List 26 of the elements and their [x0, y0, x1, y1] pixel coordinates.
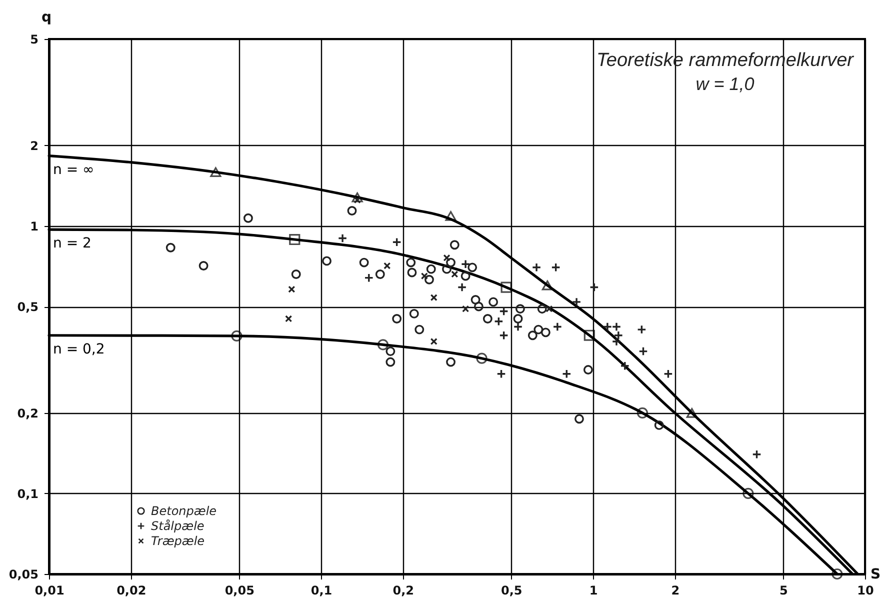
- x-tick-label: 5: [779, 584, 788, 598]
- series-label: n = 0,2: [53, 341, 105, 358]
- x-tick-label: 0,2: [392, 584, 414, 598]
- x-tick-label: 0,5: [500, 584, 522, 598]
- x-axis-title: S: [870, 566, 881, 582]
- x-tick-label: 2: [671, 584, 680, 598]
- x-tick-label: 1: [589, 584, 598, 598]
- y-axis-title: q: [41, 10, 52, 26]
- legend-label: Træpæle: [151, 534, 205, 548]
- x-tick-label: 0,05: [224, 584, 254, 598]
- y-tick-label: 1: [30, 219, 38, 234]
- x-tick-label: 0,02: [116, 584, 146, 598]
- x-tick-label: 0,01: [34, 584, 64, 598]
- y-tick-label: 0,5: [17, 300, 38, 314]
- x-tick-label: 0,1: [310, 584, 332, 598]
- x-tick-label: 10: [857, 584, 874, 598]
- series-label: n = ∞: [53, 162, 94, 178]
- legend-label: Stålpæle: [151, 519, 204, 533]
- series-label: n = 2: [53, 236, 92, 252]
- y-tick-label: 2: [30, 138, 38, 153]
- legend-label: Betonpæle: [151, 504, 217, 518]
- y-tick-label: 0,2: [17, 406, 38, 420]
- text: w = 1,0: [696, 74, 754, 94]
- y-tick-label: 5: [30, 32, 38, 46]
- y-tick-label: 0,05: [8, 568, 38, 582]
- y-tick-label: 0,1: [17, 486, 38, 501]
